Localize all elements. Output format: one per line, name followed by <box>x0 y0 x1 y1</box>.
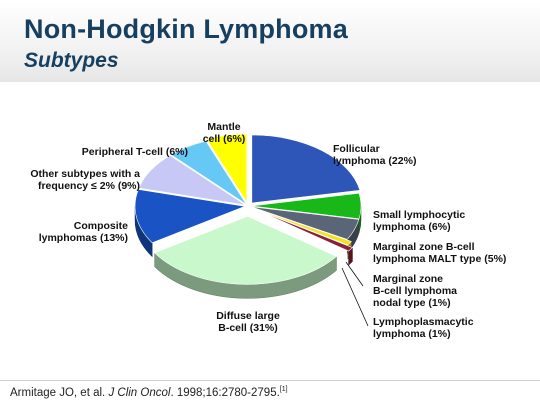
slide-title: Non-Hodgkin Lymphoma <box>24 14 348 44</box>
citation-details: . 1998;16:2780-2795. <box>170 386 280 399</box>
slice-label-mantle: Mantle cell (6%) <box>203 121 246 145</box>
pie-slice-small-lymphocytic <box>250 192 362 220</box>
slice-label-composite: Composite lymphomas (13%) <box>39 220 128 244</box>
title-band <box>0 0 540 82</box>
slice-label-small-lymphocytic: Small lymphocytic lymphoma (6%) <box>373 209 465 233</box>
citation: Armitage JO, et al. J Clin Oncol. 1998;1… <box>10 386 288 399</box>
pie-slice-other <box>138 155 246 206</box>
citation-reference: [1] <box>279 386 288 393</box>
pie-slice-lymphoplasmacytic <box>259 210 353 252</box>
slice-label-diffuse-large: Diffuse large B-cell (31%) <box>216 310 280 334</box>
leader-line-lymphoplasmacytic <box>341 267 369 327</box>
slide-subtitle: Subtypes <box>24 49 119 72</box>
footer-rule <box>0 380 540 381</box>
pie-slice-marginal-nodal <box>254 208 352 246</box>
pie-slice-peripheral-t <box>170 140 247 205</box>
slice-label-marginal-malt: Marginal zone B-cell lymphoma MALT type (… <box>373 241 506 265</box>
leader-line-marginal-nodal <box>345 261 364 287</box>
slice-label-peripheral-t: Peripheral T-cell (6%) <box>82 146 188 158</box>
pie-slice-mantle <box>205 133 248 204</box>
pie-slice-follicular <box>251 134 361 204</box>
pie-slice-diffuse-large <box>154 216 338 285</box>
citation-authors: Armitage JO, et al. <box>10 386 109 399</box>
slice-label-lymphoplasmacytic: Lymphoplasmacytic lymphoma (1%) <box>373 316 474 340</box>
pie-slice-composite <box>134 189 247 244</box>
slice-label-marginal-nodal: Marginal zone B-cell lymphoma nodal type (… <box>373 273 457 309</box>
pie-slice-marginal-malt <box>250 206 360 240</box>
slice-label-other: Other subtypes with a frequency ≤ 2% (9%) <box>30 168 140 192</box>
citation-journal: J Clin Oncol <box>108 386 171 399</box>
slice-label-follicular: Follicular lymphoma (22%) <box>333 143 416 167</box>
pie-chart: Follicular lymphoma (22%) Small lymphocyti… <box>30 121 506 340</box>
